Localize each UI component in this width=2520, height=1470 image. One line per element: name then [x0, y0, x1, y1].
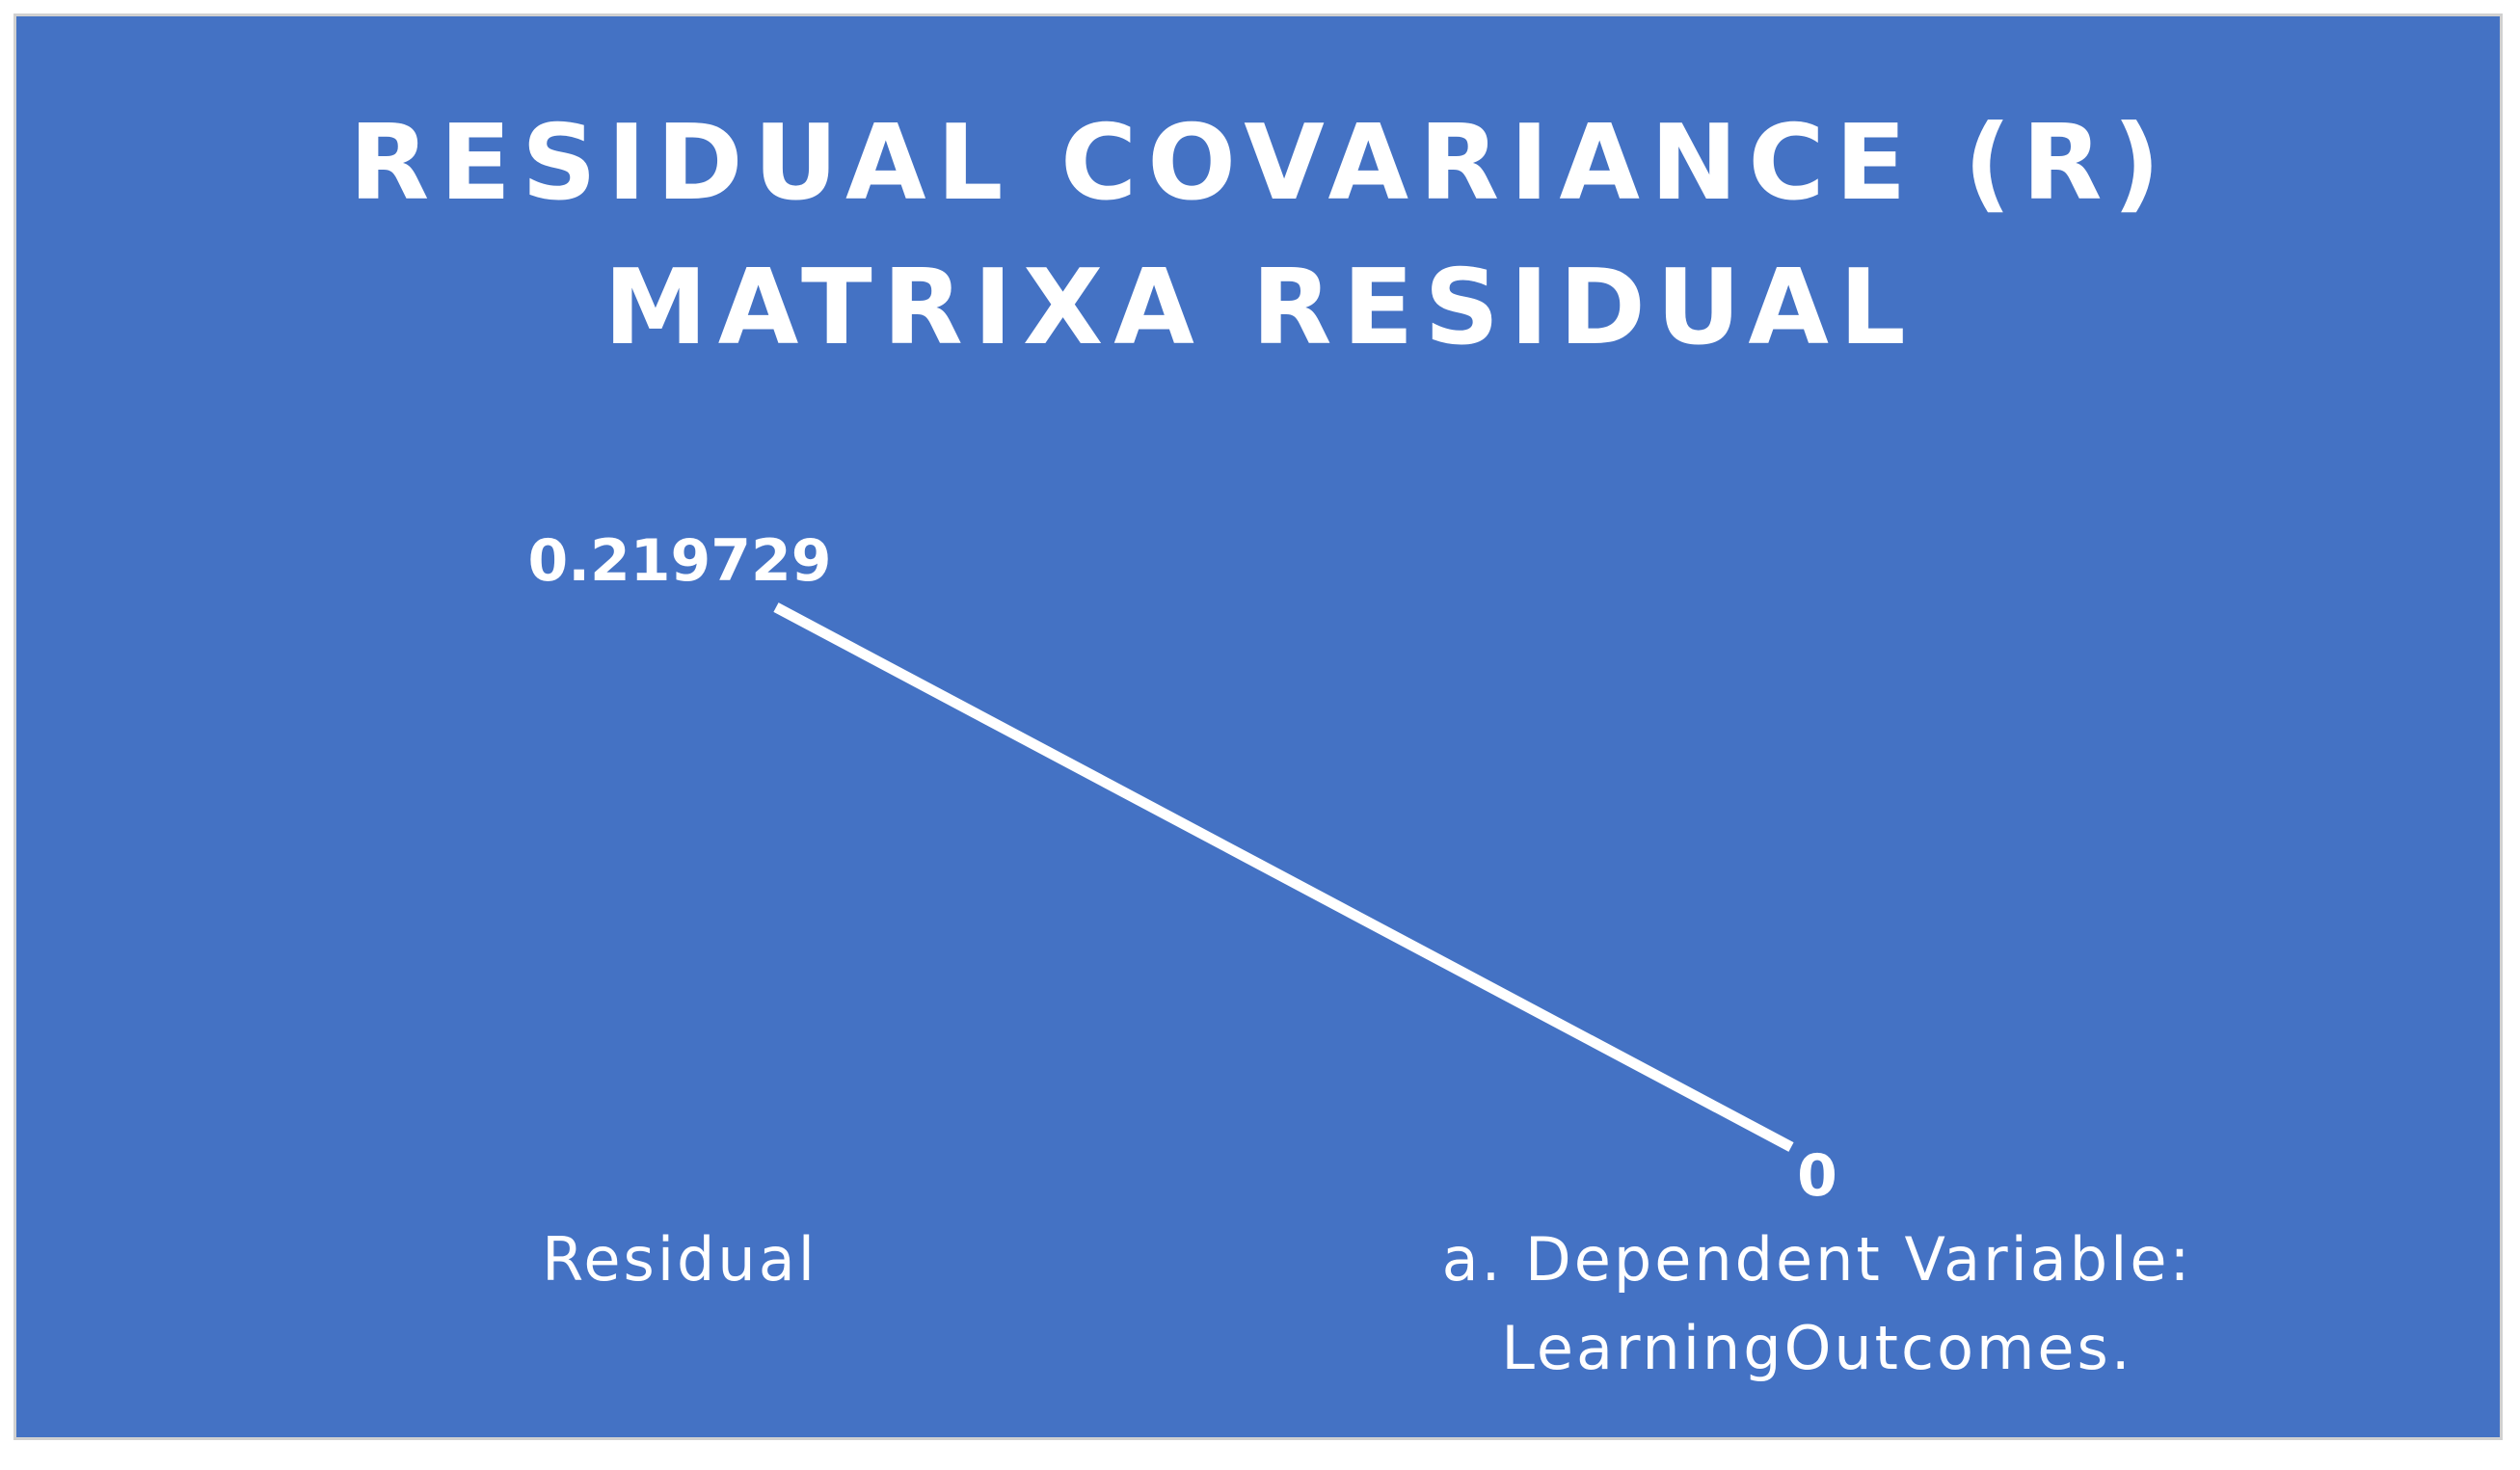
data-label: 0.219729: [527, 527, 831, 595]
data-label: 0: [1797, 1142, 1837, 1210]
x-tick-label: Residual: [542, 1224, 818, 1295]
chart-title: RESIDUAL COVARIANCE (R) MATRIXA RESIDUAL: [349, 103, 2171, 368]
chart-area: [13, 13, 2503, 1440]
x-tick-label: a. Dependent Variable: LearningOutcomes.: [1442, 1224, 2193, 1383]
series-line: [773, 602, 1794, 1152]
